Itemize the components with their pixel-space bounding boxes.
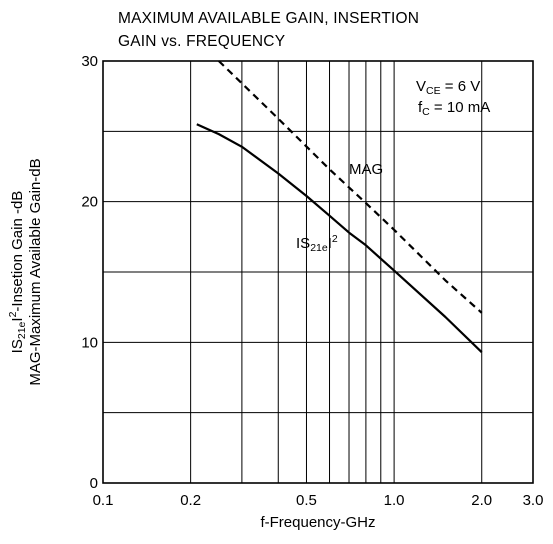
y-tick-label: 30 <box>81 53 98 70</box>
y-axis-ticks: 0 10 20 30 <box>81 53 98 492</box>
y-axis-label-line-1: IS21eI2-Insetion Gain -dB <box>7 191 28 354</box>
x-axis-label: f-Frequency-GHz <box>260 514 375 531</box>
x-tick-label: 3.0 <box>523 492 544 509</box>
x-tick-label: 2.0 <box>471 492 492 509</box>
chart-title-line-2: GAIN vs. FREQUENCY <box>118 33 286 50</box>
test-conditions-annotation: VCE = 6 V fC = 10 mA <box>416 78 490 118</box>
x-tick-label: 1.0 <box>384 492 405 509</box>
y-axis-label-line-2: MAG-Maximum Available Gain-dB <box>27 158 44 385</box>
ic-condition: fC = 10 mA <box>418 99 490 118</box>
y-tick-label: 20 <box>81 194 98 211</box>
data-series <box>196 60 483 353</box>
grid-lines <box>103 61 533 483</box>
x-axis-ticks: 0.1 0.2 0.5 1.0 2.0 3.0 <box>93 492 544 509</box>
y-tick-label: 0 <box>90 475 98 492</box>
chart-title-line-1: MAXIMUM AVAILABLE GAIN, INSERTION <box>118 10 420 27</box>
x-tick-label: 0.2 <box>180 492 201 509</box>
x-tick-label: 0.1 <box>93 492 114 509</box>
series-line-mag <box>218 60 483 314</box>
y-axis-label: IS21eI2-Insetion Gain -dB MAG-Maximum Av… <box>7 158 44 385</box>
series-line-s21 <box>196 123 483 353</box>
vce-condition: VCE = 6 V <box>416 78 480 97</box>
y-tick-label: 10 <box>81 334 98 351</box>
series-label-mag: MAG <box>349 161 383 178</box>
x-tick-label: 0.5 <box>296 492 317 509</box>
series-label-s21: IS21eI2 <box>296 233 338 254</box>
plot-frame <box>102 60 534 484</box>
